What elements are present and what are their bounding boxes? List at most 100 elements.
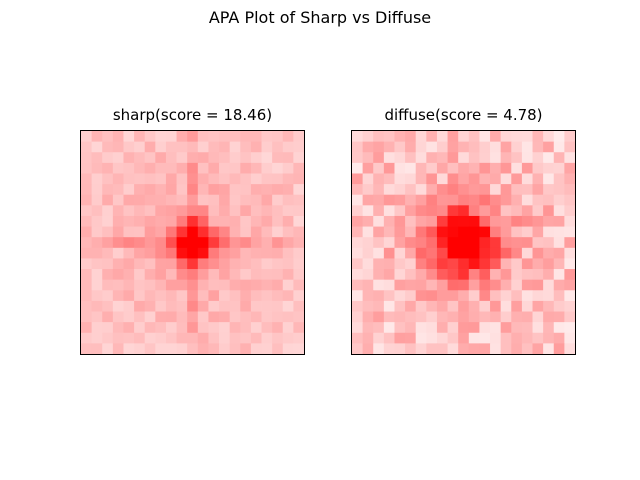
heatmap-cell	[112, 131, 124, 143]
heatmap-cell	[532, 343, 544, 355]
heatmap-cell	[564, 205, 576, 217]
heatmap-cell	[282, 194, 294, 206]
heatmap-cell	[511, 237, 523, 249]
heatmap-cell	[112, 300, 124, 312]
heatmap-cell	[383, 184, 395, 196]
heatmap-cell	[112, 162, 124, 174]
heatmap-cell	[208, 152, 220, 164]
heatmap-cell	[553, 205, 565, 217]
heatmap-cell	[383, 258, 395, 270]
heatmap-cell	[229, 152, 241, 164]
heatmap-cell	[383, 343, 395, 355]
heatmap-cell	[229, 215, 241, 227]
heatmap-cell	[405, 162, 417, 174]
heatmap-cell	[394, 279, 406, 291]
heatmap-cell	[197, 184, 209, 196]
heatmap-cell	[553, 290, 565, 302]
heatmap-cell	[293, 162, 305, 174]
heatmap-cell	[229, 258, 241, 270]
heatmap-cell	[426, 322, 438, 334]
heatmap-cell	[511, 152, 523, 164]
heatmap-cell	[553, 162, 565, 174]
heatmap-cell	[219, 141, 231, 153]
heatmap-cell	[91, 237, 103, 249]
heatmap-cell	[240, 258, 252, 270]
heatmap-cell	[282, 152, 294, 164]
heatmap-cell	[405, 237, 417, 249]
heatmap-cell	[394, 247, 406, 259]
heatmap-cell	[436, 290, 448, 302]
heatmap-cell	[261, 269, 273, 281]
heatmap-cell	[553, 141, 565, 153]
heatmap-cell	[293, 237, 305, 249]
heatmap-cell	[521, 194, 533, 206]
heatmap-cell	[240, 290, 252, 302]
heatmap-cell	[532, 237, 544, 249]
heatmap-cell	[543, 184, 555, 196]
heatmap-cell	[436, 215, 448, 227]
heatmap-cell	[383, 279, 395, 291]
heatmap-cell	[468, 215, 480, 227]
heatmap-cell	[112, 205, 124, 217]
heatmap-cell	[187, 226, 199, 238]
heatmap-cell	[134, 247, 146, 259]
heatmap-panel-sharp: sharp(score = 18.46)	[80, 106, 305, 355]
heatmap-cell	[123, 311, 135, 323]
heatmap-cell	[405, 173, 417, 185]
heatmap-cell	[144, 194, 156, 206]
heatmap-cell	[352, 269, 364, 281]
heatmap-cell	[521, 205, 533, 217]
heatmap-cell	[293, 258, 305, 270]
heatmap-cell	[272, 290, 284, 302]
heatmap-cell	[187, 131, 199, 143]
heatmap-cell	[447, 131, 459, 143]
heatmap-cell	[112, 215, 124, 227]
heatmap-cell	[229, 311, 241, 323]
heatmap-cell	[250, 311, 262, 323]
heatmap-cell	[394, 300, 406, 312]
heatmap-cell	[272, 205, 284, 217]
heatmap-cell	[426, 247, 438, 259]
heatmap-cell	[165, 322, 177, 334]
heatmap-cell	[490, 290, 502, 302]
heatmap-cell	[362, 290, 374, 302]
heatmap-cell	[511, 311, 523, 323]
heatmap-cell	[102, 173, 114, 185]
heatmap-cell	[543, 269, 555, 281]
heatmap-cell	[500, 311, 512, 323]
heatmap-cell	[155, 215, 167, 227]
heatmap-cell	[415, 311, 427, 323]
heatmap-cell	[383, 173, 395, 185]
heatmap-cell	[123, 269, 135, 281]
heatmap-cell	[405, 269, 417, 281]
heatmap-cell	[405, 343, 417, 355]
heatmap-cell	[219, 194, 231, 206]
heatmap-cell	[197, 300, 209, 312]
heatmap-cell	[208, 131, 220, 143]
heatmap-cell	[81, 152, 93, 164]
heatmap-cell	[543, 162, 555, 174]
heatmap-cell	[240, 247, 252, 259]
plot-frame-sharp	[80, 130, 305, 355]
heatmap-cell	[564, 226, 576, 238]
heatmap-cell	[362, 332, 374, 344]
heatmap-cell	[176, 247, 188, 259]
heatmap-cell	[511, 290, 523, 302]
heatmap-cell	[490, 237, 502, 249]
heatmap-cell	[197, 237, 209, 249]
heatmap-cell	[155, 343, 167, 355]
heatmap-cell	[362, 141, 374, 153]
heatmap-cell	[293, 184, 305, 196]
heatmap-cell	[176, 194, 188, 206]
heatmap-cell	[187, 152, 199, 164]
heatmap-cell	[394, 332, 406, 344]
heatmap-cell	[479, 300, 491, 312]
heatmap-cell	[102, 152, 114, 164]
heatmap-cell	[134, 152, 146, 164]
heatmap-cell	[405, 152, 417, 164]
heatmap-cell	[261, 237, 273, 249]
heatmap-cell	[394, 311, 406, 323]
heatmap-cell	[436, 152, 448, 164]
heatmap-cell	[511, 332, 523, 344]
heatmap-cell	[282, 215, 294, 227]
